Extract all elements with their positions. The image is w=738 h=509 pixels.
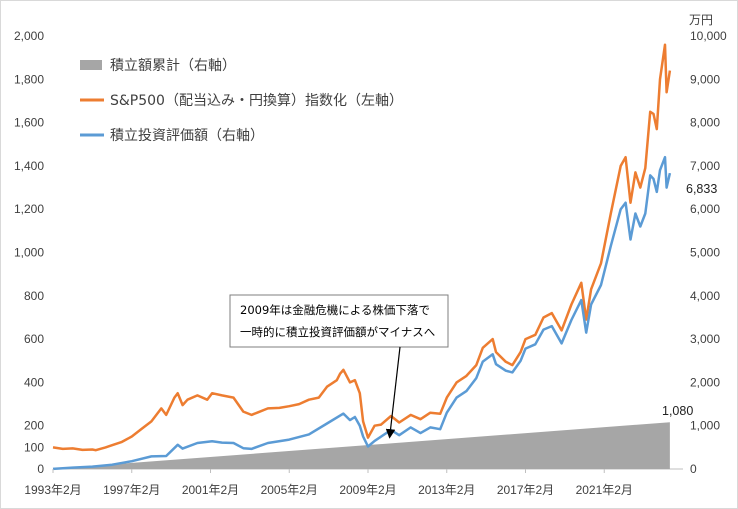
left-axis-tick: 1,600 — [14, 116, 44, 130]
right-axis-tick: 2,000 — [690, 375, 720, 389]
right-axis-tick: 7,000 — [690, 159, 720, 173]
right-axis-unit: 万円 — [689, 13, 713, 27]
right-axis: 0 1,000 2,000 3,000 4,000 5,000 6,000 7,000 8,00… — [690, 29, 727, 476]
x-axis-tick: 2013年2月 — [418, 483, 475, 497]
left-axis-tick: 600 — [24, 332, 44, 346]
right-axis-tick: 1,000 — [690, 419, 720, 433]
right-axis-tick: 4,000 — [690, 289, 720, 303]
annotation-box — [229, 294, 449, 348]
valuation-line — [52, 155, 672, 471]
x-axis-tick: 2001年2月 — [182, 483, 239, 497]
x-axis-tick: 2021年2月 — [576, 483, 633, 497]
legend-label-cumulative: 積立額累計（右軸） — [110, 58, 236, 74]
right-axis-tick: 6,000 — [690, 202, 720, 216]
right-axis-tick: 5,000 — [690, 246, 720, 260]
x-axis-tick: 1993年2月 — [24, 483, 81, 497]
left-axis-tick: 200 — [24, 419, 44, 433]
x-axis-tick: 2005年2月 — [261, 483, 318, 497]
right-axis-tick: 9,000 — [690, 72, 720, 86]
left-axis-tick: 1,800 — [14, 72, 44, 86]
annotation-line-2: 一時的に積立投資評価額がマイナスへ — [240, 325, 435, 339]
left-axis-tick: 400 — [24, 375, 44, 389]
left-axis-tick: 100 — [24, 440, 44, 454]
left-axis-tick: 0 — [37, 462, 44, 476]
x-axis-tick: 1997年2月 — [103, 483, 160, 497]
left-axis: 0 100 200 400 600 800 1,000 1,200 1,400 1,600 1,80… — [14, 29, 44, 476]
cumulative-end-label: 1,080 — [662, 404, 693, 418]
x-axis-tick: 2009年2月 — [339, 483, 396, 497]
legend-swatch-cumulative — [80, 60, 102, 70]
valuation-end-label: 6,833 — [686, 182, 717, 196]
left-axis-tick: 1,200 — [14, 202, 44, 216]
legend-label-valuation: 積立投資評価額（右軸） — [110, 128, 264, 144]
x-axis: 1993年2月 1997年2月 2001年2月 2005年2月 2009年2月 2013年… — [24, 469, 633, 497]
right-axis-tick: 0 — [690, 462, 697, 476]
left-axis-tick: 1,000 — [14, 246, 44, 260]
annotation-arrow — [385, 346, 401, 439]
cumulative-area-layer — [53, 422, 670, 469]
annotation-callout: 2009年は金融危機による株価下落で 一時的に積立投資評価額がマイナスへ — [229, 294, 449, 439]
right-axis-tick: 8,000 — [690, 116, 720, 130]
legend: 積立額累計（右軸） S&P500（配当込み・円換算）指数化（左軸） 積立投資評価… — [80, 58, 403, 144]
cumulative-area — [53, 422, 670, 469]
right-axis-tick: 10,000 — [690, 29, 727, 43]
left-axis-tick: 800 — [24, 289, 44, 303]
series-line-layer — [52, 43, 672, 471]
annotation-line-1: 2009年は金融危機による株価下落で — [240, 303, 430, 317]
x-axis-tick: 2017年2月 — [497, 483, 554, 497]
left-axis-tick: 2,000 — [14, 29, 44, 43]
sp500-line — [52, 43, 672, 452]
right-axis-tick: 3,000 — [690, 332, 720, 346]
legend-label-sp500: S&P500（配当込み・円換算）指数化（左軸） — [110, 93, 403, 109]
left-axis-tick: 1,400 — [14, 159, 44, 173]
